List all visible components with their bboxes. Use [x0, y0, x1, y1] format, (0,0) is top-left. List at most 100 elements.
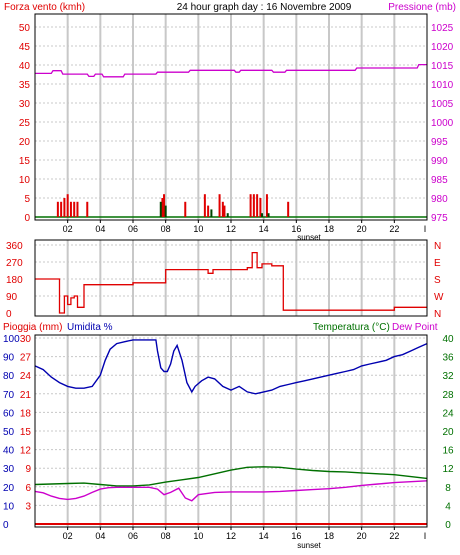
x-tick-label: 18: [324, 224, 334, 234]
humidity-tick-label: 10: [3, 501, 15, 512]
x-tick-label: 02: [63, 531, 73, 541]
dew-point-line: [34, 480, 428, 502]
wind-speed-tick-label: 30: [19, 99, 31, 110]
wind-panel-grid: [35, 14, 427, 220]
pressure-tick-label: 1025: [431, 23, 454, 34]
rain-tick-label: 12: [20, 446, 32, 457]
wind-bar: [207, 205, 210, 217]
humidity-tick-label: 70: [3, 390, 15, 401]
temperature-tick-label: 8: [445, 483, 451, 494]
gust-bar: [267, 213, 270, 217]
dew-point-axis-title: Dew Point: [392, 322, 438, 333]
rain-ticks: 3 6 9 12 15 18 21 24 27 30: [20, 334, 32, 512]
pressure-line: [35, 63, 427, 78]
x-tick-label: 08: [161, 531, 171, 541]
humidity-line: [34, 339, 428, 395]
wind-speed-tick-label: 20: [19, 137, 31, 148]
direction-tick-label: 270: [6, 258, 23, 269]
wind-speed-tick-label: 35: [19, 80, 31, 91]
direction-tick-label: 180: [6, 275, 23, 286]
gust-bar: [226, 213, 229, 217]
x-end-marker: I: [424, 531, 427, 541]
rain-tick-label: 9: [25, 464, 31, 475]
rain-tick-label: 30: [20, 334, 32, 345]
x-tick-label: 20: [357, 531, 367, 541]
compass-label: N: [434, 309, 441, 320]
wind-bar: [69, 201, 72, 217]
x-tick-label: 10: [193, 531, 203, 541]
humidity-tick-label: 90: [3, 353, 15, 364]
direction-degree-ticks: 0 90 180 270 360: [6, 241, 23, 320]
pressure-tick-label: 975: [431, 213, 448, 224]
temp-panel-x-ticks: 02 04 06 08 10 12 14 16 18 20 22 I: [63, 527, 427, 541]
sunset-label-bottom: sunset: [297, 541, 321, 550]
wind-bar: [287, 201, 290, 217]
rain-tick-label: 6: [25, 483, 31, 494]
pressure-tick-label: 1010: [431, 80, 454, 91]
wind-bar: [63, 198, 66, 217]
wind-bar: [161, 198, 164, 217]
humidity-axis-title: Umidita %: [67, 322, 113, 333]
temperature-tick-label: 20: [442, 427, 454, 438]
compass-label: E: [434, 258, 441, 269]
wind-bar: [259, 198, 262, 217]
humidity-tick-label: 60: [3, 408, 15, 419]
temperature-tick-label: 0: [445, 520, 451, 531]
x-tick-label: 10: [193, 224, 203, 234]
rain-axis-title: Pioggia (mm): [3, 322, 62, 333]
x-tick-label: 14: [259, 224, 269, 234]
x-tick-label: 06: [128, 224, 138, 234]
humidity-tick-label: 80: [3, 371, 15, 382]
pressure-tick-label: 985: [431, 175, 448, 186]
rain-tick-label: 15: [20, 427, 32, 438]
rain-tick-label: 24: [20, 371, 32, 382]
wind-bar: [66, 194, 69, 217]
wind-bar: [86, 201, 89, 217]
humidity-tick-label: 40: [3, 446, 15, 457]
direction-tick-label: 360: [6, 241, 23, 252]
x-tick-label: 20: [357, 224, 367, 234]
x-tick-label: 02: [63, 224, 73, 234]
temperature-tick-label: 16: [442, 446, 454, 457]
temperature-tick-label: 32: [442, 371, 454, 382]
x-tick-label: 12: [226, 531, 236, 541]
wind-direction-line: [35, 251, 427, 314]
rain-tick-label: 27: [20, 353, 32, 364]
wind-bar: [218, 194, 221, 217]
gust-bar: [159, 201, 162, 217]
chart-title: 24 hour graph day : 16 Novembre 2009: [177, 2, 352, 13]
x-tick-label: 04: [95, 531, 105, 541]
x-tick-label: 06: [128, 531, 138, 541]
wind-bar: [184, 201, 187, 217]
x-tick-label: 12: [226, 224, 236, 234]
temperature-line: [34, 466, 428, 487]
wind-speed-tick-label: 15: [19, 156, 31, 167]
compass-label: N: [434, 241, 441, 252]
x-tick-label: 22: [389, 224, 399, 234]
gust-bar: [210, 209, 213, 217]
temperature-tick-label: 12: [442, 464, 454, 475]
x-tick-label: 04: [95, 224, 105, 234]
temp-panel-grid: [35, 335, 427, 527]
direction-panel-frame: [34, 239, 428, 317]
pressure-axis-title: Pressione (mb): [388, 2, 456, 13]
wind-bar: [73, 201, 76, 217]
pressure-tick-label: 980: [431, 194, 448, 205]
pressure-ticks: 975 980 985 990 995 1000 1005 1010 1015 1020 1025: [431, 23, 454, 224]
temperature-ticks: 0 4 8 12 16 20 24 28 32 36 40: [442, 334, 454, 531]
pressure-tick-label: 1000: [431, 118, 454, 129]
gust-bar: [164, 205, 167, 217]
temperature-tick-label: 28: [442, 390, 454, 401]
wind-bar: [265, 194, 268, 217]
gust-bar: [261, 213, 264, 217]
wind-speed-tick-label: 5: [24, 194, 30, 205]
humidity-tick-label: 50: [3, 427, 15, 438]
temperature-tick-label: 40: [442, 334, 454, 345]
wind-speed-tick-label: 40: [19, 61, 31, 72]
x-tick-label: 16: [291, 224, 301, 234]
wind-speed-tick-label: 50: [19, 23, 31, 34]
temperature-tick-label: 4: [445, 501, 451, 512]
humidity-ticks: 0 10 20 30 40 50 60 70 80 90 100: [3, 334, 20, 531]
